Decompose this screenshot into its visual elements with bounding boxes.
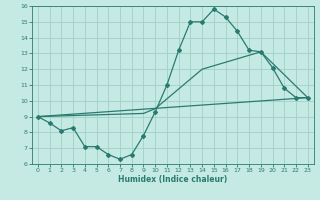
X-axis label: Humidex (Indice chaleur): Humidex (Indice chaleur) <box>118 175 228 184</box>
